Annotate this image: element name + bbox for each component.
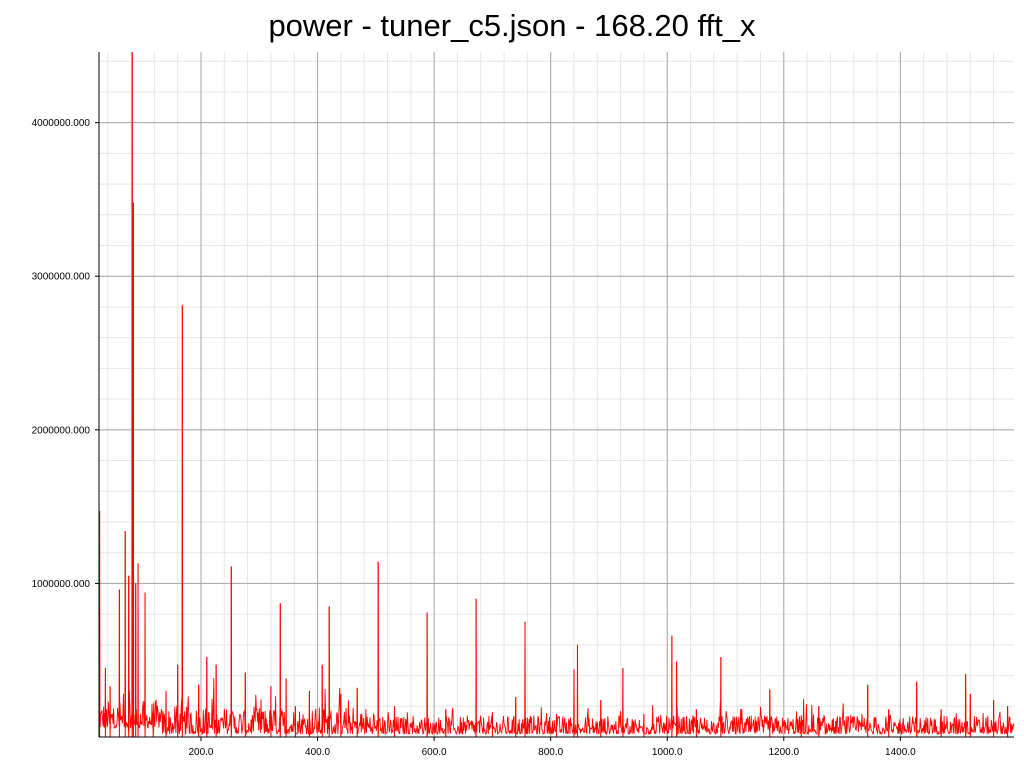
x-tick-label: 800.0 (538, 747, 563, 758)
x-tick-label: 600.0 (422, 747, 447, 758)
y-tick-label: 1000000.000 (32, 579, 91, 590)
chart-title: power - tuner_c5.json - 168.20 fft_x (268, 8, 756, 43)
x-tick-label: 400.0 (305, 747, 330, 758)
y-tick-label: 2000000.000 (32, 425, 91, 436)
series-power-line (98, 51, 1015, 736)
x-tick-label: 1200.0 (768, 747, 799, 758)
series-layer (98, 51, 1015, 737)
x-tick-label: 200.0 (188, 747, 213, 758)
x-tick-label: 1400.0 (885, 747, 916, 758)
major-grid (99, 52, 1014, 737)
y-tick-label: 3000000.000 (32, 272, 91, 283)
x-axis-ticks: 200.0 400.0 600.0 800.0 1000.0 1200.0 1400.0 (188, 737, 916, 758)
y-axis-ticks: 1000000.000 2000000.000 3000000.000 4000000… (32, 118, 99, 590)
x-tick-label: 1000.0 (652, 747, 683, 758)
y-tick-label: 4000000.000 (32, 118, 91, 129)
minor-grid (99, 52, 1014, 737)
